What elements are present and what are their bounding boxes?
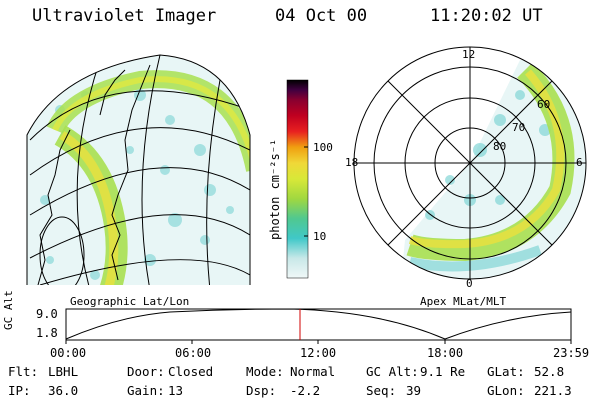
dsp-label: Dsp:	[246, 383, 277, 398]
door-value: Closed	[168, 364, 214, 379]
gc-alt-value: 9.1 Re	[420, 364, 466, 379]
timeline-x-tick-2359: 23:59	[553, 346, 590, 360]
date-label: 04 Oct 00	[275, 6, 368, 26]
mlt-label-12: 12	[462, 48, 476, 61]
glat-label: GLat:	[487, 364, 525, 379]
colorbar-tick-100: 100	[313, 141, 333, 154]
mlt-label-18: 18	[345, 156, 359, 169]
mlt-label-0: 0	[466, 277, 473, 290]
door-label: Door:	[127, 364, 165, 379]
lat-label-60: 60	[537, 98, 551, 111]
gain-value: 13	[168, 383, 184, 398]
filter-label: Flt:	[8, 364, 39, 379]
timeline-x-tick-1800: 18:00	[427, 346, 464, 360]
mode-label: Mode:	[246, 364, 284, 379]
filter-value: LBHL	[48, 364, 79, 379]
seq-value: 39	[406, 383, 422, 398]
left-panel-caption: Geographic Lat/Lon	[70, 295, 190, 308]
dsp-value: -2.2	[290, 383, 321, 398]
timeline-x-tick-0600: 06:00	[175, 346, 212, 360]
seq-label: Seq:	[366, 383, 397, 398]
gc-alt-label: GC Alt:	[366, 364, 419, 379]
gain-label: Gain:	[127, 383, 165, 398]
mlt-label-6: 6	[576, 156, 583, 169]
timeline-y-tick-9: 9.0	[36, 307, 58, 321]
glon-label: GLon:	[487, 383, 525, 398]
right-panel-caption: Apex MLat/MLT	[420, 295, 507, 308]
timeline-x-tick-0000: 00:00	[50, 346, 87, 360]
glon-value: 221.3	[534, 383, 572, 398]
lat-label-80: 80	[493, 140, 507, 153]
timeline-y-tick-1: 1.8	[36, 326, 58, 340]
colorbar-tick-10: 10	[313, 230, 327, 243]
timeline-axis-label: GC Alt	[2, 290, 15, 330]
time-label: 11:20:02 UT	[430, 6, 543, 26]
mode-value: Normal	[290, 364, 336, 379]
timeline-x-tick-1200: 12:00	[300, 346, 337, 360]
lat-label-70: 70	[512, 121, 526, 134]
ip-label: IP:	[8, 383, 31, 398]
glat-value: 52.8	[534, 364, 565, 379]
ip-value: 36.0	[48, 383, 79, 398]
instrument-title: Ultraviolet Imager	[32, 6, 217, 26]
